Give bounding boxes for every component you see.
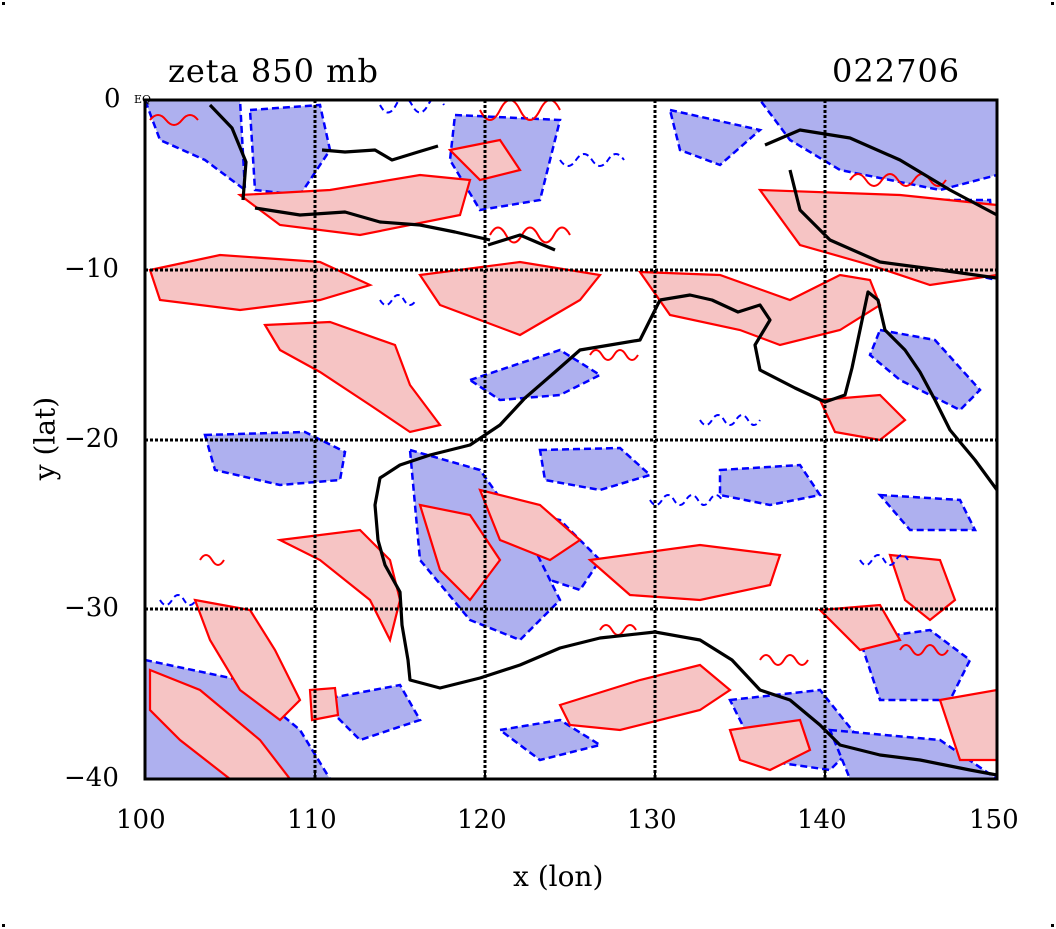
x-axis-title: x (lon) — [513, 860, 604, 893]
map-frame — [143, 98, 999, 781]
y-tick-1: −10 — [64, 254, 119, 284]
noise-contours-red — [149, 100, 949, 666]
sumatra-coast — [208, 103, 248, 201]
y-tick-2: −20 — [64, 424, 119, 454]
corner-mark — [1051, 924, 1054, 927]
java-coast — [254, 206, 491, 242]
coastlines — [208, 103, 997, 777]
x-tick-0: 100 — [116, 805, 166, 835]
x-tick-2: 120 — [457, 805, 507, 835]
positive-vorticity-regions — [148, 138, 997, 779]
y-tick-0: 0 — [104, 84, 121, 114]
corner-mark — [2, 924, 5, 927]
corner-mark — [2, 2, 5, 5]
western-australia-coast — [373, 299, 997, 777]
tick-marks — [144, 771, 998, 779]
sulawesi-coast — [487, 233, 556, 252]
x-tick-4: 140 — [797, 805, 847, 835]
new-guinea-coast — [764, 128, 997, 217]
y-tick-3: −30 — [64, 593, 119, 623]
x-tick-3: 130 — [627, 805, 677, 835]
northern-australia-coast — [659, 290, 997, 491]
equator-label: EQ — [134, 93, 152, 106]
chart-title: zeta 850 mb — [168, 52, 379, 90]
lat-lon-grid — [145, 100, 997, 779]
x-tick-5: 150 — [969, 805, 1019, 835]
y-tick-4: −40 — [64, 763, 119, 793]
corner-mark — [1051, 2, 1054, 5]
map-field — [145, 100, 997, 779]
noise-contours-blue — [159, 100, 909, 606]
borneo-coast — [321, 144, 439, 162]
timestamp: 022706 — [832, 52, 961, 90]
new-guinea-south-coast — [788, 169, 997, 280]
x-tick-1: 110 — [287, 805, 337, 835]
y-axis-title: y (lat) — [28, 396, 62, 481]
